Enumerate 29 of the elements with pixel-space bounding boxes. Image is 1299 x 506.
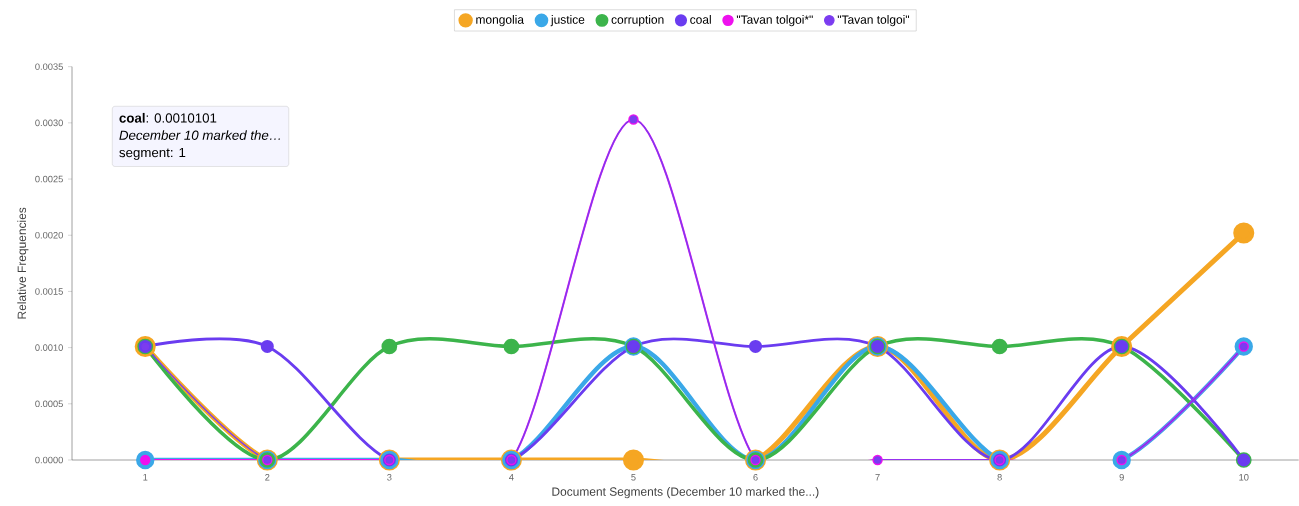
x-tick-label: 6: [753, 474, 758, 481]
x-tick-label: 4: [509, 474, 514, 481]
x-tick-label: 3: [387, 474, 392, 481]
y-tick-label: 0.0010: [35, 344, 63, 351]
y-tick-label: 0.0000: [35, 456, 63, 464]
x-tick-label: 7: [875, 474, 880, 481]
y-tick-label: 0.0005: [35, 400, 63, 408]
x-tick-label: 8: [997, 474, 1002, 481]
x-tick-label: 2: [265, 474, 270, 481]
legend-label: justice: [550, 15, 585, 27]
x-axis-title: Document Segments (December 10 marked the...): [552, 487, 819, 499]
x-tick-label: 5: [631, 474, 636, 481]
x-tick-label: 10: [1239, 474, 1249, 481]
legend-label: coal: [690, 15, 711, 24]
y-tick-label: 0.0025: [35, 175, 63, 183]
annotation: coal: 0.0010101: [119, 112, 217, 123]
y-tick-label: 0.0020: [35, 231, 63, 239]
annotation: December 10 marked the…: [119, 130, 280, 140]
x-tick-label: 9: [1119, 474, 1124, 481]
y-axis-title: Relative Frequencies: [17, 207, 29, 319]
legend-label: "Tavan tolgoi": [837, 15, 910, 27]
y-tick-label: 0.0015: [35, 288, 63, 295]
legend-label: corruption: [611, 15, 664, 27]
y-tick-label: 0.0030: [35, 119, 63, 127]
legend-label: mongolia: [476, 15, 524, 27]
y-tick-label: 0.0035: [35, 63, 63, 70]
annotation: segment: 1: [119, 147, 186, 160]
legend-label: "Tavan tolgoi*": [736, 15, 813, 27]
x-tick-label: 1: [143, 474, 148, 481]
